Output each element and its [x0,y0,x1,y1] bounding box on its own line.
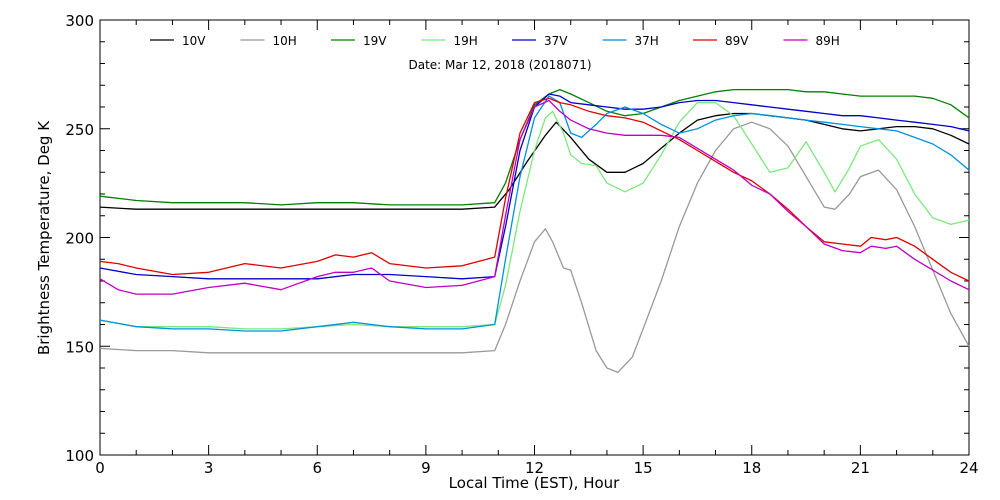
y-tick-label: 150 [65,338,94,356]
legend-label-89h: 89H [816,34,840,48]
plot-frame [99,19,970,456]
x-axis-label: Local Time (EST), Hour [449,474,620,492]
legend-label-89v: 89V [725,34,749,48]
y-tick-label: 100 [65,447,94,465]
axis-ticks [99,19,970,456]
x-tick-label: 9 [421,459,431,477]
legend-label-19v: 19V [363,34,387,48]
y-tick-label: 200 [65,230,94,248]
x-tick-label: 12 [525,459,544,477]
series-line-89v [99,97,970,282]
legend-label-19h: 19H [454,34,478,48]
series-line-10h [99,121,970,374]
legend-label-37h: 37H [635,34,659,48]
series-line-37v [99,93,970,280]
chart-title: Date: Mar 12, 2018 (2018071) [408,58,591,72]
series-lines [99,88,970,374]
series-line-37h [99,95,970,332]
x-tick-label: 24 [959,459,978,477]
legend-label-37v: 37V [544,34,568,48]
legend-label-10h: 10H [273,34,297,48]
x-tick-label: 3 [204,459,214,477]
y-axis-label: Brightness Temperature, Deg K [35,120,53,355]
series-line-10v [99,112,970,210]
series-line-89h [99,99,970,295]
x-tick-label: 21 [851,459,870,477]
x-tick-label: 18 [742,459,761,477]
y-tick-label: 300 [65,12,94,30]
legend: 10V 10H 19V 19H 37V 37H 89V 89H [150,34,840,48]
y-tick-label: 250 [65,121,94,139]
x-tick-label: 6 [312,459,322,477]
legend-label-10v: 10V [182,34,206,48]
series-line-19v [99,88,970,206]
x-tick-label: 15 [634,459,653,477]
tick-labels: 0 3 6 9 12 15 18 21 24 100 150 200 250 300 [65,12,978,477]
x-tick-label: 0 [95,459,105,477]
series-line-19h [99,101,970,330]
